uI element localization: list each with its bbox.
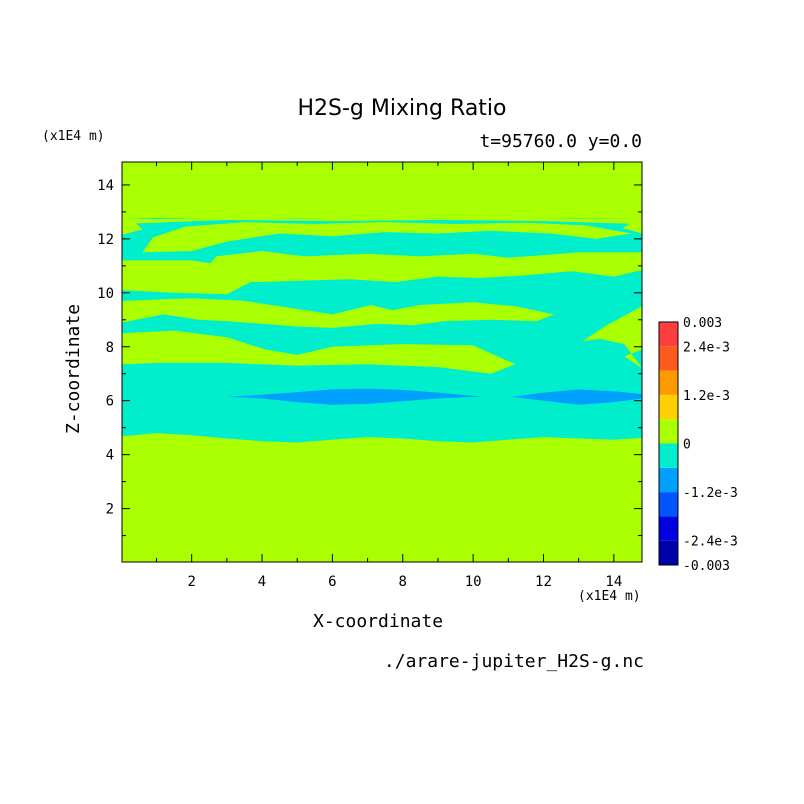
contour-positive-patch-5 [142,222,632,253]
contour-deep-blue-lens-right [511,389,642,405]
colorbar-label: 1.2e-3 [683,389,730,404]
colorbar-segment [659,419,678,444]
contour-negative-spot-2 [529,238,572,250]
y-axis-unit: (x1E4 m) [42,129,105,144]
plot-frame [121,161,643,563]
colorbar-segment [659,394,678,420]
contour-main-cyan-band [122,217,642,443]
colorbar-segment [659,540,678,565]
x-axis-unit: (x1E4 m) [578,589,641,604]
plot-area [122,162,642,562]
colorbar-label: -2.4e-3 [683,535,738,550]
x-tick-label: 10 [465,574,482,590]
y-tick-label: 10 [97,286,114,302]
contour-positive-patch-4 [195,251,642,282]
x-tick-label: 8 [399,574,407,590]
contour-positive-patch-7 [622,222,642,234]
y-tick-label: 14 [97,178,114,194]
y-tick-label: 6 [106,394,114,410]
contour-positive-patch-2 [582,306,642,369]
x-tick-label: 2 [187,574,195,590]
y-tick-label: 4 [106,448,114,464]
colorbar-label: -0.003 [683,559,730,574]
contour-negative-spot-1 [402,240,460,253]
colorbar-label: -1.2e-3 [683,486,738,501]
colorbar-segment [659,443,678,468]
contour-positive-patch-8 [122,218,642,224]
contour-negative-spot-0 [290,240,340,251]
colorbar-segment [659,322,678,347]
colorbar-segment [659,346,678,371]
colorbar-frame [658,321,679,566]
colorbar-segment [659,492,678,517]
x-tick-label: 14 [605,574,622,590]
x-axis-label: X-coordinate [313,611,444,632]
contour-positive-patch-0 [122,330,516,374]
y-tick-label: 12 [97,232,114,248]
colorbar-segment [659,467,678,493]
chart-title: H2S-g Mixing Ratio [297,96,507,121]
x-tick-label: 12 [535,574,552,590]
colorbar-label: 0.003 [683,316,722,331]
source-filename: ./arare-jupiter_H2S-g.nc [383,651,644,672]
contour-positive-patch-6 [122,221,143,235]
axes: 2 4 6 8 10 12 14 2 4 6 8 10 12 14 [97,161,643,590]
colorbar-label: 2.4e-3 [683,340,730,355]
colorbar-segment [659,516,678,541]
colorbar-label: 0 [683,438,691,453]
contour-deep-blue-lens-left [226,388,484,405]
x-tick-label: 4 [258,574,266,590]
colorbar: -0.003 -2.4e-3 -1.2e-3 0 1.2e-3 2.4e-3 0.003 [658,316,738,574]
colorbar-segment [659,370,678,395]
contour-positive-patch-1 [122,298,554,328]
y-tick-label: 8 [106,340,114,356]
time-subtitle: t=95760.0 y=0.0 [479,131,642,152]
x-tick-label: 6 [328,574,336,590]
y-tick-label: 2 [106,502,114,518]
